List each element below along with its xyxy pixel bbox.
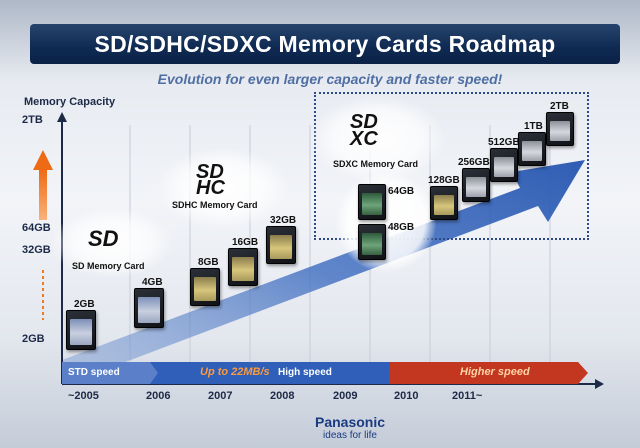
sd-glow — [52, 208, 172, 278]
sd-logo: SD — [88, 226, 119, 251]
capacity-label-2gb: 2GB — [22, 333, 45, 345]
card-32gb-label: 32GB — [270, 215, 297, 226]
capacity-label-32gb: 32GB — [22, 244, 51, 256]
capacity-up-arrow — [33, 150, 53, 320]
card-64gb-label: 64GB — [388, 186, 415, 197]
speed-bar — [62, 362, 588, 384]
sdxc-region — [314, 92, 589, 240]
sdhc-glow — [158, 148, 288, 228]
card-512gb — [490, 148, 518, 182]
card-128gb — [430, 186, 458, 220]
card-1tb-label: 1TB — [524, 121, 543, 132]
speed-std: STD speed — [68, 367, 120, 378]
card-4gb — [134, 288, 164, 328]
card-256gb — [462, 168, 490, 202]
capacity-label-2tb: 2TB — [22, 114, 43, 126]
sdxc-logo: SD XC — [350, 111, 378, 150]
card-16gb-label: 16GB — [232, 237, 259, 248]
card-2gb-label: 2GB — [74, 299, 95, 310]
year-2006: 2006 — [146, 390, 171, 402]
year-2008: 2008 — [270, 390, 295, 402]
sd-label: SD Memory Card — [72, 261, 145, 271]
year-2007: 2007 — [208, 390, 233, 402]
sdhc-logo: SD HC — [196, 161, 225, 199]
year-2011: 2011~ — [452, 390, 483, 402]
card-4gb-label: 4GB — [142, 277, 163, 288]
year-2009: 2009 — [333, 390, 358, 402]
card-2gb — [66, 310, 96, 350]
speed-high: High speed — [278, 367, 332, 378]
card-128gb-label: 128GB — [428, 175, 460, 186]
card-256gb-label: 256GB — [458, 157, 490, 168]
capacity-label-64gb: 64GB — [22, 222, 51, 234]
highlight-circle — [336, 172, 436, 272]
card-48gb-label: 48GB — [388, 222, 415, 233]
card-32gb — [266, 226, 296, 264]
card-1tb — [518, 132, 546, 166]
card-8gb — [190, 268, 220, 306]
y-axis-label: Memory Capacity — [24, 96, 116, 108]
card-2tb-label: 2TB — [550, 101, 569, 112]
brand-logo: Panasonic — [314, 414, 386, 430]
year-2010: 2010 — [394, 390, 419, 402]
speed-higher: Higher speed — [460, 366, 530, 378]
speed-up-to: Up to 22MB/s — [200, 366, 270, 378]
sdxc-label: SDXC Memory Card — [333, 159, 419, 169]
year-2005: ~2005 — [68, 390, 99, 402]
card-512gb-label: 512GB — [488, 137, 520, 148]
sdxc-glow — [310, 96, 445, 181]
card-2tb — [546, 112, 574, 146]
y-axis-arrowhead — [57, 112, 67, 122]
sdhc-label: SDHC Memory Card — [172, 200, 258, 210]
card-16gb — [228, 248, 258, 286]
slide-subtitle: Evolution for even larger capacity and f… — [157, 71, 503, 87]
header-bar — [30, 24, 620, 64]
card-8gb-label: 8GB — [198, 257, 219, 268]
card-48gb — [358, 224, 386, 260]
x-axis-arrowhead — [595, 379, 604, 389]
slide-title: SD/SDHC/SDXC Memory Cards Roadmap — [94, 31, 556, 57]
card-64gb — [358, 184, 386, 220]
brand-tagline: ideas for life — [323, 430, 377, 441]
